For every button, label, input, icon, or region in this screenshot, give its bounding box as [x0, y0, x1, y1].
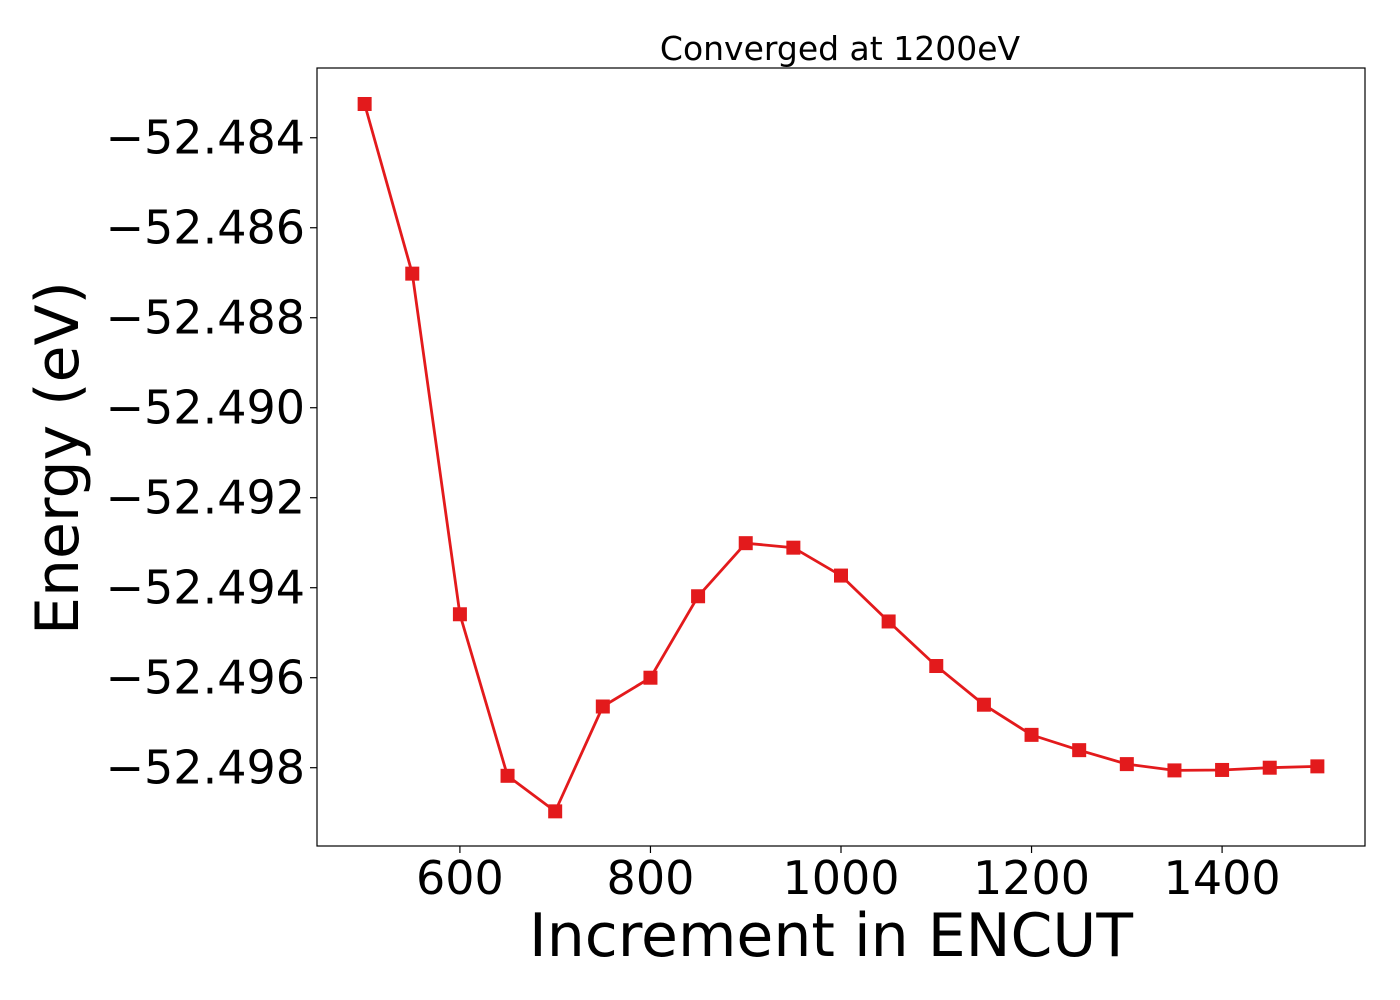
data-point-marker: [1024, 727, 1039, 742]
data-point-marker: [595, 699, 610, 714]
data-point-marker: [1167, 763, 1182, 778]
data-point-marker: [1119, 757, 1134, 772]
data-point-marker: [643, 670, 658, 685]
y-axis-label: Energy (eV): [23, 281, 93, 635]
series-line: [363, 103, 1318, 814]
data-point-marker: [786, 540, 801, 555]
x-tick-label: 600: [416, 851, 504, 905]
data-point-marker: [1072, 743, 1087, 758]
data-point-marker: [1310, 759, 1325, 774]
data-point-marker: [500, 768, 515, 783]
y-tick-label: −52.486: [106, 201, 306, 255]
y-tick-label: −52.490: [106, 381, 306, 435]
data-point-marker: [1262, 760, 1277, 775]
data-point-marker: [548, 804, 563, 819]
x-tick-label: 1400: [1164, 851, 1281, 905]
chart-title: Converged at 1200eV: [660, 29, 1021, 68]
data-point-marker: [881, 614, 896, 629]
data-point-marker: [834, 568, 848, 583]
data-point-marker: [452, 607, 467, 622]
x-tick-label: 800: [607, 851, 695, 905]
y-tick-label: −52.492: [106, 471, 306, 525]
data-point-marker: [691, 589, 706, 604]
data-point-marker: [976, 697, 991, 712]
x-tick-label: 1000: [782, 851, 899, 905]
y-tick-label: −52.496: [106, 651, 306, 705]
plot-frame: [316, 67, 1366, 847]
y-tick-label: −52.484: [106, 111, 306, 165]
data-point-marker: [929, 659, 944, 674]
y-tick-label: −52.498: [106, 741, 306, 795]
y-tick-label: −52.494: [106, 561, 306, 615]
x-axis-label: Increment in ENCUT: [529, 901, 1133, 971]
data-point-marker: [405, 266, 420, 281]
data-point-marker: [738, 536, 753, 551]
data-point-marker: [1215, 762, 1230, 777]
x-axis: 600 800 1000 1200 1400: [416, 846, 1281, 905]
y-axis: −52.484 −52.486 −52.488 −52.490 −52.492 −52.4…: [106, 111, 317, 795]
series-layer: [357, 96, 1325, 819]
y-tick-label: −52.488: [106, 291, 306, 345]
x-tick-label: 1200: [973, 851, 1090, 905]
data-point-marker: [357, 96, 372, 111]
